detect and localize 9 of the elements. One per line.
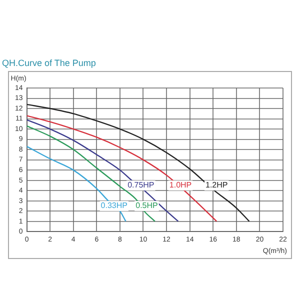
line-series (26, 104, 250, 222)
annotation: 0.33HP (100, 201, 128, 210)
annotation: 0.5HP (136, 201, 158, 210)
annotation: 1.2HP (206, 180, 228, 190)
chart-title: QH.Curve of The Pump (2, 58, 97, 68)
annotation: 1.0HP (169, 180, 192, 190)
line-series (26, 125, 156, 222)
line-series (26, 146, 126, 222)
annotation: 0.75HP (128, 180, 154, 190)
